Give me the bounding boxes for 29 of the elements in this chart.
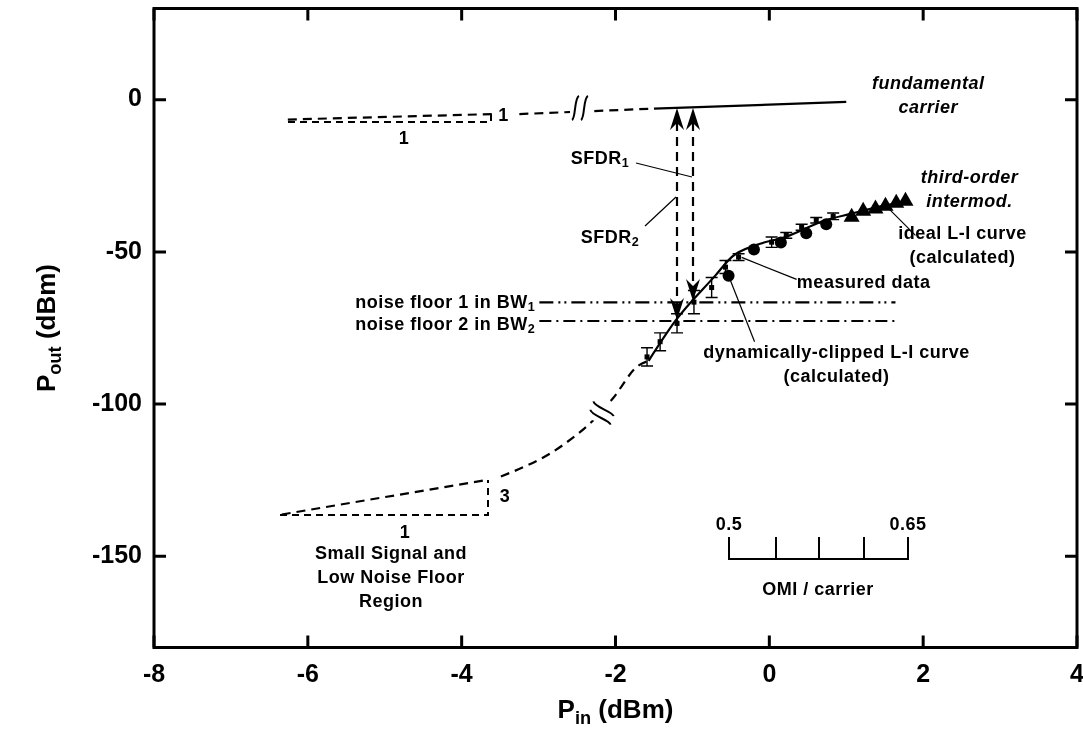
- annotation: 0.5: [715, 513, 743, 534]
- y-tick-label: -150: [91, 539, 142, 568]
- x-tick-label: -8: [142, 658, 166, 687]
- x-tick-label: -4: [450, 658, 473, 687]
- annotation: SFDR$_{1}$: [570, 147, 630, 170]
- y-tick-label: -100: [91, 387, 142, 416]
- annotation: SFDR$_{2}$: [580, 226, 640, 249]
- annotation: dynamically-clipped L-I curve (calculated): [703, 341, 970, 386]
- x-tick-label: -6: [296, 658, 319, 687]
- annotation: 0.65: [889, 513, 927, 534]
- annotation: third-order intermod.: [920, 166, 1019, 211]
- annotation: noise floor 1 in BW$_{1}$: [355, 292, 536, 315]
- x-tick-label: 0: [762, 658, 777, 687]
- annotation: 3: [499, 485, 511, 506]
- annotation: fundamental carrier: [871, 72, 985, 117]
- annotation: OMI / carrier: [762, 578, 874, 599]
- x-tick-label: 4: [1070, 658, 1083, 687]
- annotation: Small Signal and Low Noise Floor Region: [314, 542, 468, 611]
- annotation: 1: [398, 127, 410, 148]
- y-tick-label: -50: [105, 235, 142, 264]
- annotation: 1: [399, 521, 411, 542]
- annotation: ideal L-I curve (calculated): [898, 223, 1027, 268]
- annotation: measured data: [796, 272, 931, 293]
- y-tick-label: 0: [128, 83, 142, 112]
- annotation: noise floor 2 in BW$_{2}$: [355, 313, 536, 336]
- x-tick-label: -2: [604, 658, 627, 687]
- x-axis-title: P$_{in}$ (dBm): [557, 693, 674, 728]
- x-tick-label: 2: [916, 658, 931, 687]
- annotation: 1: [498, 104, 509, 125]
